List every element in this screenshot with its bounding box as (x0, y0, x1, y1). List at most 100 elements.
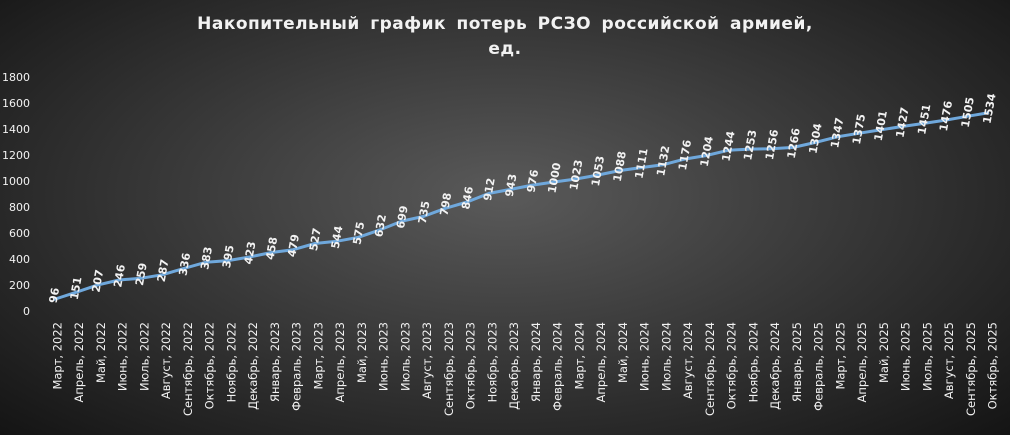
data-label: 1088 (611, 150, 629, 182)
data-label: 912 (481, 177, 498, 202)
y-tick-label: 600 (9, 227, 30, 240)
data-label: 1176 (676, 138, 694, 171)
data-label: 1534 (981, 92, 999, 125)
x-tick-label: Сентябрь, 2022 (181, 322, 195, 416)
data-label: 735 (416, 200, 433, 225)
data-label: 336 (176, 251, 193, 276)
x-tick-label: Октябрь, 2022 (203, 322, 217, 409)
y-tick-label: 0 (23, 305, 30, 318)
x-tick-label: Март, 2023 (311, 322, 325, 390)
data-label: 798 (437, 192, 454, 217)
data-label: 1375 (850, 113, 868, 145)
data-label: 1451 (915, 103, 933, 135)
y-tick-label: 1200 (2, 149, 30, 162)
data-label: 575 (350, 221, 367, 246)
y-tick-label: 1600 (2, 97, 30, 110)
y-tick-label: 200 (9, 279, 30, 292)
x-tick-label: Июль, 2024 (659, 322, 673, 391)
data-label: 395 (220, 244, 237, 269)
x-tick-label: Сентябрь, 2024 (703, 322, 717, 416)
data-label: 1253 (741, 129, 759, 161)
x-tick-label: Ноябрь, 2024 (746, 322, 760, 402)
data-label: 1401 (872, 110, 890, 142)
x-tick-label: Апрель, 2025 (855, 322, 869, 402)
x-tick-label: Май, 2022 (94, 322, 108, 383)
data-label: 246 (111, 263, 128, 288)
data-label: 151 (68, 276, 85, 301)
x-tick-label: Декабрь, 2022 (246, 322, 260, 410)
x-tick-label: Март, 2022 (50, 322, 64, 390)
x-tick-label: Ноябрь, 2023 (485, 322, 499, 402)
x-tick-label: Апрель, 2024 (594, 322, 608, 402)
x-tick-label: Июнь, 2023 (377, 322, 391, 391)
x-tick-label: Август, 2022 (159, 322, 173, 399)
x-tick-label: Февраль, 2023 (290, 322, 304, 411)
data-label: 976 (524, 168, 541, 193)
x-tick-label: Март, 2024 (572, 322, 586, 390)
y-tick-label: 1400 (2, 123, 30, 136)
x-tick-label: Ноябрь, 2022 (224, 322, 238, 402)
x-tick-label: Май, 2023 (355, 322, 369, 383)
x-tick-label: Апрель, 2023 (333, 322, 347, 402)
data-line (53, 111, 990, 301)
data-label: 259 (133, 262, 150, 287)
y-tick-label: 400 (9, 253, 30, 266)
data-label: 1023 (567, 159, 585, 191)
data-label: 527 (307, 227, 324, 252)
data-label: 458 (263, 236, 280, 261)
data-label: 544 (329, 224, 346, 249)
data-label: 1476 (937, 99, 955, 132)
x-tick-label: Август, 2025 (942, 322, 956, 399)
data-label: 423 (242, 240, 259, 265)
x-tick-label: Июнь, 2022 (116, 322, 130, 391)
data-label: 1204 (698, 135, 716, 168)
data-label: 1256 (763, 128, 781, 161)
x-tick-label: Май, 2025 (877, 322, 891, 383)
y-tick-label: 1800 (2, 71, 30, 84)
x-tick-label: Октябрь, 2023 (464, 322, 478, 409)
x-tick-label: Сентябрь, 2025 (964, 322, 978, 416)
x-tick-label: Апрель, 2022 (72, 322, 86, 402)
x-tick-label: Август, 2023 (420, 322, 434, 399)
data-label: 632 (372, 213, 389, 238)
y-tick-label: 1000 (2, 175, 30, 188)
data-label: 479 (285, 233, 302, 258)
x-tick-label: Декабрь, 2023 (507, 322, 521, 410)
data-label: 1111 (633, 147, 651, 179)
data-label: 1244 (720, 130, 738, 163)
x-tick-label: Октябрь, 2025 (986, 322, 1000, 409)
data-label: 207 (89, 269, 106, 294)
x-tick-label: Январь, 2025 (790, 322, 804, 402)
data-label: 1132 (654, 145, 672, 177)
x-tick-label: Март, 2025 (833, 322, 847, 390)
x-tick-label: Сентябрь, 2023 (442, 322, 456, 416)
data-label: 1266 (785, 127, 803, 160)
x-tick-label: Май, 2024 (616, 322, 630, 383)
data-label: 1304 (807, 122, 825, 155)
x-tick-label: Июль, 2025 (920, 322, 934, 391)
data-label: 846 (459, 185, 476, 210)
chart-title: Накопительный график потерь РСЗО российс… (197, 14, 813, 59)
data-label: 1053 (589, 155, 607, 187)
x-tick-label: Январь, 2024 (529, 322, 543, 402)
x-tick-label: Февраль, 2025 (812, 322, 826, 411)
y-tick-label: 800 (9, 201, 30, 214)
data-label: 1000 (546, 161, 564, 194)
data-label: 699 (394, 205, 411, 230)
data-label: 287 (155, 258, 172, 283)
x-tick-label: Октябрь, 2024 (725, 322, 739, 409)
x-tick-label: Июнь, 2025 (899, 322, 913, 391)
x-tick-label: Август, 2024 (681, 322, 695, 399)
x-tick-label: Январь, 2023 (268, 322, 282, 402)
x-tick-label: Декабрь, 2024 (768, 322, 782, 410)
x-tick-label: Февраль, 2024 (551, 322, 565, 411)
x-tick-label: Июль, 2023 (398, 322, 412, 391)
x-tick-label: Июль, 2022 (137, 322, 151, 391)
data-label: 1427 (894, 106, 912, 138)
data-label: 943 (503, 173, 520, 198)
data-label: 383 (198, 246, 215, 271)
data-label: 1505 (959, 96, 977, 128)
data-label: 1347 (828, 117, 846, 149)
